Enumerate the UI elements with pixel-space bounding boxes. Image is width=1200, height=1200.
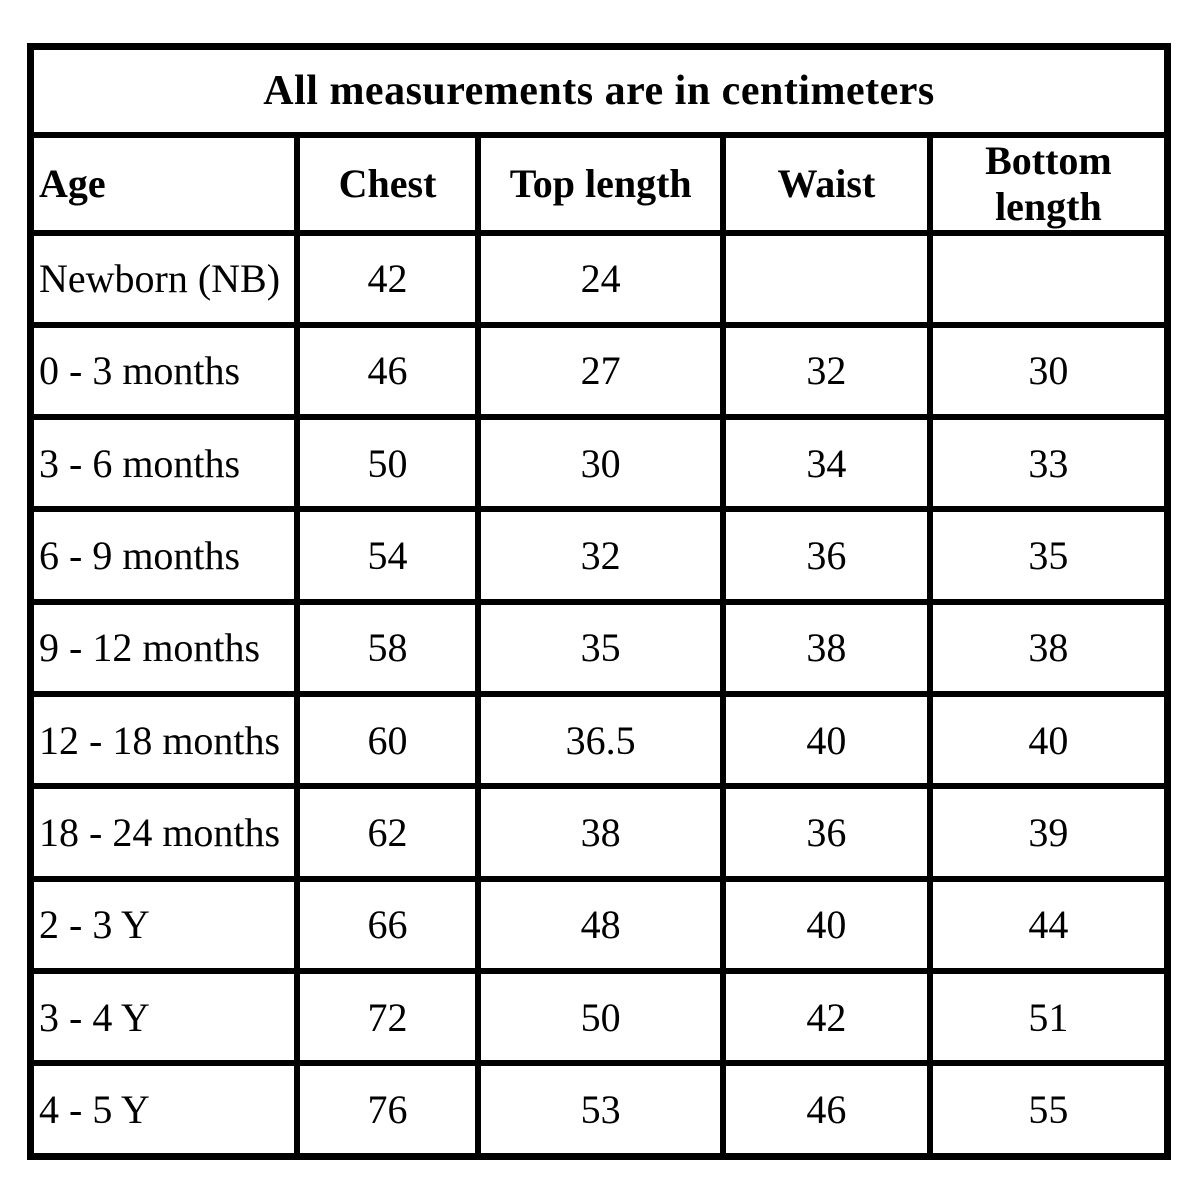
value-cell: 35 [475,598,726,698]
value-cell: 40 [719,691,933,790]
value-cell: 76 [293,1060,482,1160]
value-cell: 32 [475,506,726,605]
value-cell: 44 [926,875,1171,975]
value-cell [719,229,933,328]
table-row: 12 - 18 months 60 36.5 40 40 [27,691,1171,790]
size-chart-table: All measurements are in centimeters Age … [27,43,1171,1160]
value-cell: 53 [475,1060,726,1160]
value-cell: 46 [719,1060,933,1160]
value-cell: 42 [293,229,482,328]
value-cell: 66 [293,875,482,975]
value-cell: 40 [719,875,933,975]
age-cell: 3 - 6 months [27,414,300,513]
table-row: 6 - 9 months 54 32 36 35 [27,506,1171,605]
age-cell: 6 - 9 months [27,506,300,605]
value-cell: 60 [293,691,482,790]
table-row: 2 - 3 Y 66 48 40 44 [27,875,1171,975]
table-row: Newborn (NB) 42 24 [27,229,1171,328]
value-cell: 38 [475,783,726,882]
value-cell [926,229,1171,328]
value-cell: 32 [719,321,933,421]
table-row: 3 - 4 Y 72 50 42 51 [27,967,1171,1067]
age-cell: 3 - 4 Y [27,967,300,1067]
value-cell: 30 [926,321,1171,421]
table-body: Newborn (NB) 42 24 0 - 3 months 46 27 32 30 3 - … [27,229,1171,1160]
table-row: 9 - 12 months 58 35 38 38 [27,598,1171,698]
value-cell: 40 [926,691,1171,790]
value-cell: 55 [926,1060,1171,1160]
table-row: 0 - 3 months 46 27 32 30 [27,321,1171,421]
table-title: All measurements are in centimeters [27,43,1171,138]
column-header-waist: Waist [719,131,933,236]
value-cell: 39 [926,783,1171,882]
table-title-row: All measurements are in centimeters [27,43,1171,138]
value-cell: 50 [475,967,726,1067]
value-cell: 54 [293,506,482,605]
value-cell: 51 [926,967,1171,1067]
value-cell: 42 [719,967,933,1067]
column-header-chest: Chest [293,131,482,236]
value-cell: 48 [475,875,726,975]
column-header-bottom-length: Bottom length [926,131,1171,236]
age-cell: 18 - 24 months [27,783,300,882]
value-cell: 62 [293,783,482,882]
column-header-top-length: Top length [475,131,726,236]
table-row: 3 - 6 months 50 30 34 33 [27,414,1171,513]
age-cell: 12 - 18 months [27,691,300,790]
value-cell: 38 [719,598,933,698]
value-cell: 35 [926,506,1171,605]
value-cell: 72 [293,967,482,1067]
value-cell: 36.5 [475,691,726,790]
table-header-row: Age Chest Top length Waist Bottom length [27,131,1171,236]
value-cell: 33 [926,414,1171,513]
column-header-age: Age [27,131,300,236]
value-cell: 24 [475,229,726,328]
value-cell: 50 [293,414,482,513]
table-row: 18 - 24 months 62 38 36 39 [27,783,1171,882]
value-cell: 46 [293,321,482,421]
value-cell: 36 [719,506,933,605]
value-cell: 34 [719,414,933,513]
value-cell: 58 [293,598,482,698]
age-cell: 0 - 3 months [27,321,300,421]
value-cell: 36 [719,783,933,882]
table-row: 4 - 5 Y 76 53 46 55 [27,1060,1171,1160]
age-cell: 4 - 5 Y [27,1060,300,1160]
value-cell: 27 [475,321,726,421]
age-cell: Newborn (NB) [27,229,300,328]
age-cell: 2 - 3 Y [27,875,300,975]
value-cell: 30 [475,414,726,513]
value-cell: 38 [926,598,1171,698]
size-chart: All measurements are in centimeters Age … [27,43,1171,1160]
age-cell: 9 - 12 months [27,598,300,698]
